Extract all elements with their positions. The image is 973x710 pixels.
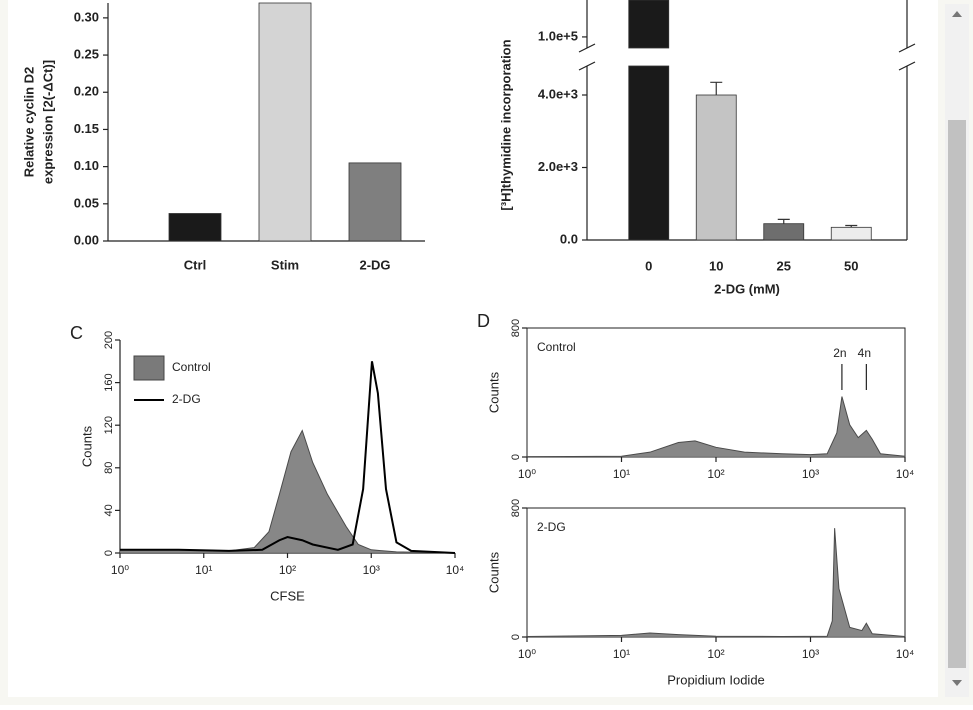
y-tick-label: 4.0e+3 <box>538 86 578 101</box>
panel-letter: C <box>70 323 83 343</box>
chart-panel: 0 40 80 120 160 200 10⁰ 10¹ 10² 10³ 10⁴ Control 2-DG… <box>70 323 464 604</box>
x-tick-label: 10³ <box>802 467 819 481</box>
figure-area <box>8 0 938 697</box>
y-axis-label: Relative cyclin D2 <box>21 67 36 178</box>
y-tick-label: 160 <box>103 373 115 391</box>
series-line <box>526 528 906 638</box>
y-tick-label: 0 <box>510 634 522 640</box>
scroll-down[interactable] <box>952 680 962 686</box>
y-tick-label: 2.0e+3 <box>538 159 578 174</box>
y-tick-label: 0.15 <box>74 121 99 136</box>
y-tick-label: 0.10 <box>74 158 99 173</box>
bar <box>348 162 402 242</box>
bar <box>168 213 222 242</box>
axis-break <box>898 61 916 71</box>
x-tick-label: 10³ <box>802 647 819 661</box>
chart-panel: 0.0 2.0e+3 4.0e+3 1.0e+5 0 10 25 50 2-DG (mM) [³H… <box>498 0 916 296</box>
panel-letter: D <box>477 311 490 331</box>
x-axis-label: 2-DG (mM) <box>714 281 780 296</box>
bar <box>628 65 670 241</box>
x-axis-label: CFSE <box>270 588 305 603</box>
scrollbar-thumb[interactable] <box>948 120 966 668</box>
x-tick-label: 10⁰ <box>111 563 129 577</box>
bar <box>763 223 805 241</box>
x-tick-label: 10² <box>707 467 724 481</box>
y-tick-label: 800 <box>510 319 522 337</box>
bar <box>628 0 670 49</box>
x-axis-label: Propidium Iodide <box>667 672 765 687</box>
chart-panel: 0.00 0.05 0.10 0.15 0.20 0.25 0.30 Ctrl Stim 2-DG… <box>21 2 425 272</box>
x-tick-label: 50 <box>844 258 858 273</box>
x-tick-label: 25 <box>777 258 791 273</box>
axis-break <box>578 43 596 53</box>
x-tick-label: 10² <box>707 647 724 661</box>
x-tick-label: 10³ <box>363 563 380 577</box>
x-tick-label: 10⁴ <box>896 467 915 481</box>
bar <box>695 94 737 241</box>
x-tick-label: 10¹ <box>195 563 212 577</box>
y-tick-label: 0.30 <box>74 9 99 24</box>
y-tick-label: 120 <box>103 416 115 434</box>
area-fill <box>527 396 905 457</box>
bar <box>258 2 312 242</box>
error-bar <box>777 218 790 224</box>
annotation: 4n <box>858 346 871 360</box>
x-tick-label: 0 <box>645 258 652 273</box>
y-tick-label: 0.05 <box>74 195 99 210</box>
x-tick-label: 10⁰ <box>518 647 536 661</box>
y-tick-label: 200 <box>103 331 115 349</box>
chart-panel: 0 800 10⁰ 10¹ 10² 10³ 10⁴ Control 2n 4n D Counts <box>477 311 914 481</box>
y-axis-label: [³H]thymidine incorporation <box>498 39 513 210</box>
x-tick-label: 10 <box>709 258 723 273</box>
scroll-up[interactable] <box>952 11 962 17</box>
x-tick-label: Ctrl <box>184 257 206 272</box>
area-fill <box>527 528 905 637</box>
x-tick-label: 10⁴ <box>896 647 915 661</box>
error-bar <box>845 224 858 228</box>
series-label: Control <box>537 340 576 354</box>
y-tick-label: 0.0 <box>560 231 578 246</box>
y-tick-label: 0.25 <box>74 47 99 62</box>
y-axis-label: expression [2(-ΔCt)] <box>40 60 55 184</box>
y-tick-label: 80 <box>103 462 115 474</box>
series-label: 2-DG <box>537 520 566 534</box>
axis-break <box>578 61 596 71</box>
axis-break <box>898 43 916 53</box>
x-tick-label: Stim <box>271 257 299 272</box>
y-tick-label: 0.00 <box>74 232 99 247</box>
y-tick-label: 40 <box>103 504 115 516</box>
y-tick-label: 0 <box>103 550 115 556</box>
chart-panel: 0 800 10⁰ 10¹ 10² 10³ 10⁴ 2-DG Propidium Iodide C… <box>486 499 914 688</box>
y-axis-label: Counts <box>486 371 501 413</box>
legend-swatch <box>133 355 165 381</box>
legend-label: Control <box>172 360 211 374</box>
area-fill <box>120 430 455 553</box>
x-tick-label: 2-DG <box>359 257 390 272</box>
y-axis-label: Counts <box>486 551 501 593</box>
error-bar <box>710 81 723 95</box>
y-tick-label: 0 <box>510 454 522 460</box>
series-line <box>526 396 906 458</box>
y-tick-label: 0.20 <box>74 84 99 99</box>
x-tick-label: 10² <box>279 563 296 577</box>
annotation: 2n <box>833 346 846 360</box>
y-tick-label: 1.0e+5 <box>538 28 578 43</box>
legend-label: 2-DG <box>172 392 201 406</box>
series-line <box>120 361 456 554</box>
bar <box>830 226 872 241</box>
x-tick-label: 10⁰ <box>518 467 536 481</box>
y-axis-label: Counts <box>79 425 94 467</box>
x-tick-label: 10⁴ <box>446 563 465 577</box>
x-tick-label: 10¹ <box>613 647 630 661</box>
x-tick-label: 10¹ <box>613 467 630 481</box>
y-tick-label: 800 <box>510 499 522 517</box>
